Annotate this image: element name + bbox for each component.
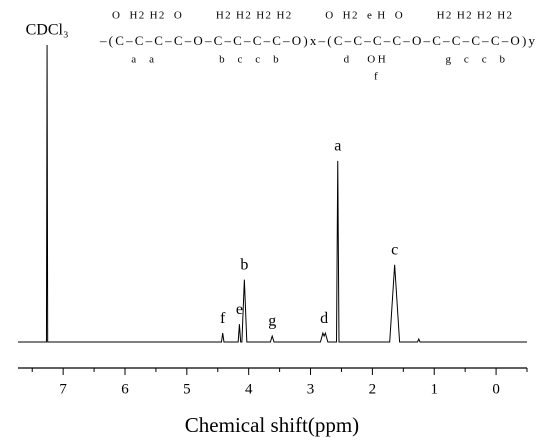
structure: O H2 H2 O H2 H2 H2 H2 O H2 e H O H2 H2 H…: [99, 10, 536, 83]
x-tick-label: 0: [492, 381, 500, 397]
x-tick-label: 4: [245, 381, 253, 397]
x-axis-label: Chemical shift(ppm): [185, 413, 359, 437]
x-tick-label: 2: [369, 381, 377, 397]
x-tick-label: 1: [430, 381, 438, 397]
peak-label: c: [391, 241, 398, 258]
structure-main: ‒(C‒C‒C‒C‒O‒C‒C‒C‒C‒O)x‒(C‒C‒C‒C‒O‒C‒C‒C…: [99, 33, 536, 48]
spectrum-line: [18, 44, 527, 343]
peak-label: CDCl₃: [26, 22, 69, 39]
x-tick-label: 6: [121, 381, 129, 397]
peak-label: f: [220, 310, 226, 327]
peak-label: a: [334, 138, 341, 155]
structure-top: O H2 H2 O H2 H2 H2 H2 O H2 e H O H2 H2 H…: [112, 10, 512, 22]
x-tick-label: 5: [183, 381, 191, 397]
structure-sub: f: [374, 71, 378, 83]
x-tick-label: 3: [307, 381, 315, 397]
peak-label: d: [320, 310, 328, 327]
structure-bottom: a a b c c b d OH g c c b: [100, 54, 505, 66]
peak-label: g: [268, 313, 276, 330]
peak-label: b: [240, 256, 248, 273]
x-tick-label: 7: [59, 381, 67, 397]
peak-label: e: [236, 301, 243, 318]
